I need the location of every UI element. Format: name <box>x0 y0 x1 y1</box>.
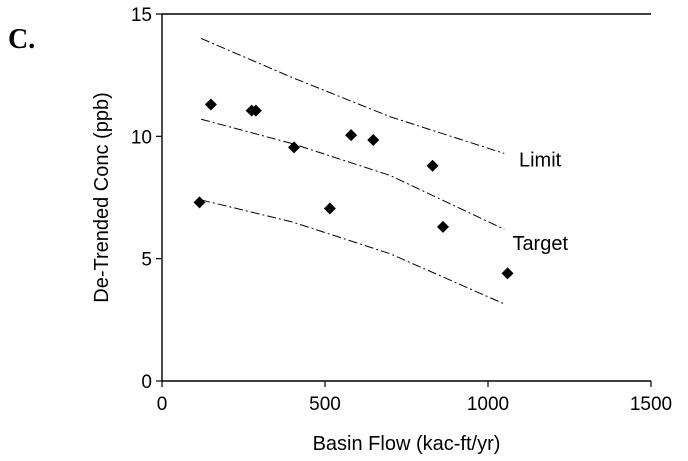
data-point <box>345 129 358 142</box>
data-points <box>193 98 514 280</box>
data-point <box>249 104 262 117</box>
y-axis-title: De-Trended Conc (ppb) <box>91 92 113 302</box>
chart-labels: Limit Target <box>512 150 568 255</box>
x-tick-label: 500 <box>309 394 341 415</box>
line-label-target: Target <box>512 233 568 255</box>
y-tick-label: 15 <box>131 5 152 26</box>
x-tick-label: 0 <box>157 394 168 415</box>
data-point <box>367 134 380 147</box>
data-point <box>426 159 439 172</box>
data-point <box>288 141 301 154</box>
y-tick-label: 10 <box>131 127 152 148</box>
bound-line-lower <box>201 199 505 305</box>
data-point <box>323 202 336 215</box>
bound-lines <box>200 38 505 305</box>
x-tick-label: 1000 <box>467 394 509 415</box>
line-label-limit: Limit <box>519 150 562 172</box>
x-tick-label: 1500 <box>630 394 672 415</box>
axes: 0 500 1000 1500 0 5 10 15 Basin Flow (kac-ft/yr)… <box>91 5 672 455</box>
data-point <box>204 98 217 111</box>
data-point <box>193 196 206 209</box>
y-tick-label: 5 <box>141 250 152 271</box>
data-point <box>437 220 450 233</box>
bound-line-target <box>200 118 505 230</box>
panel-label: C. <box>8 24 36 55</box>
y-tick-label: 0 <box>141 372 152 393</box>
data-point <box>501 267 514 280</box>
x-axis-title: Basin Flow (kac-ft/yr) <box>313 433 501 455</box>
